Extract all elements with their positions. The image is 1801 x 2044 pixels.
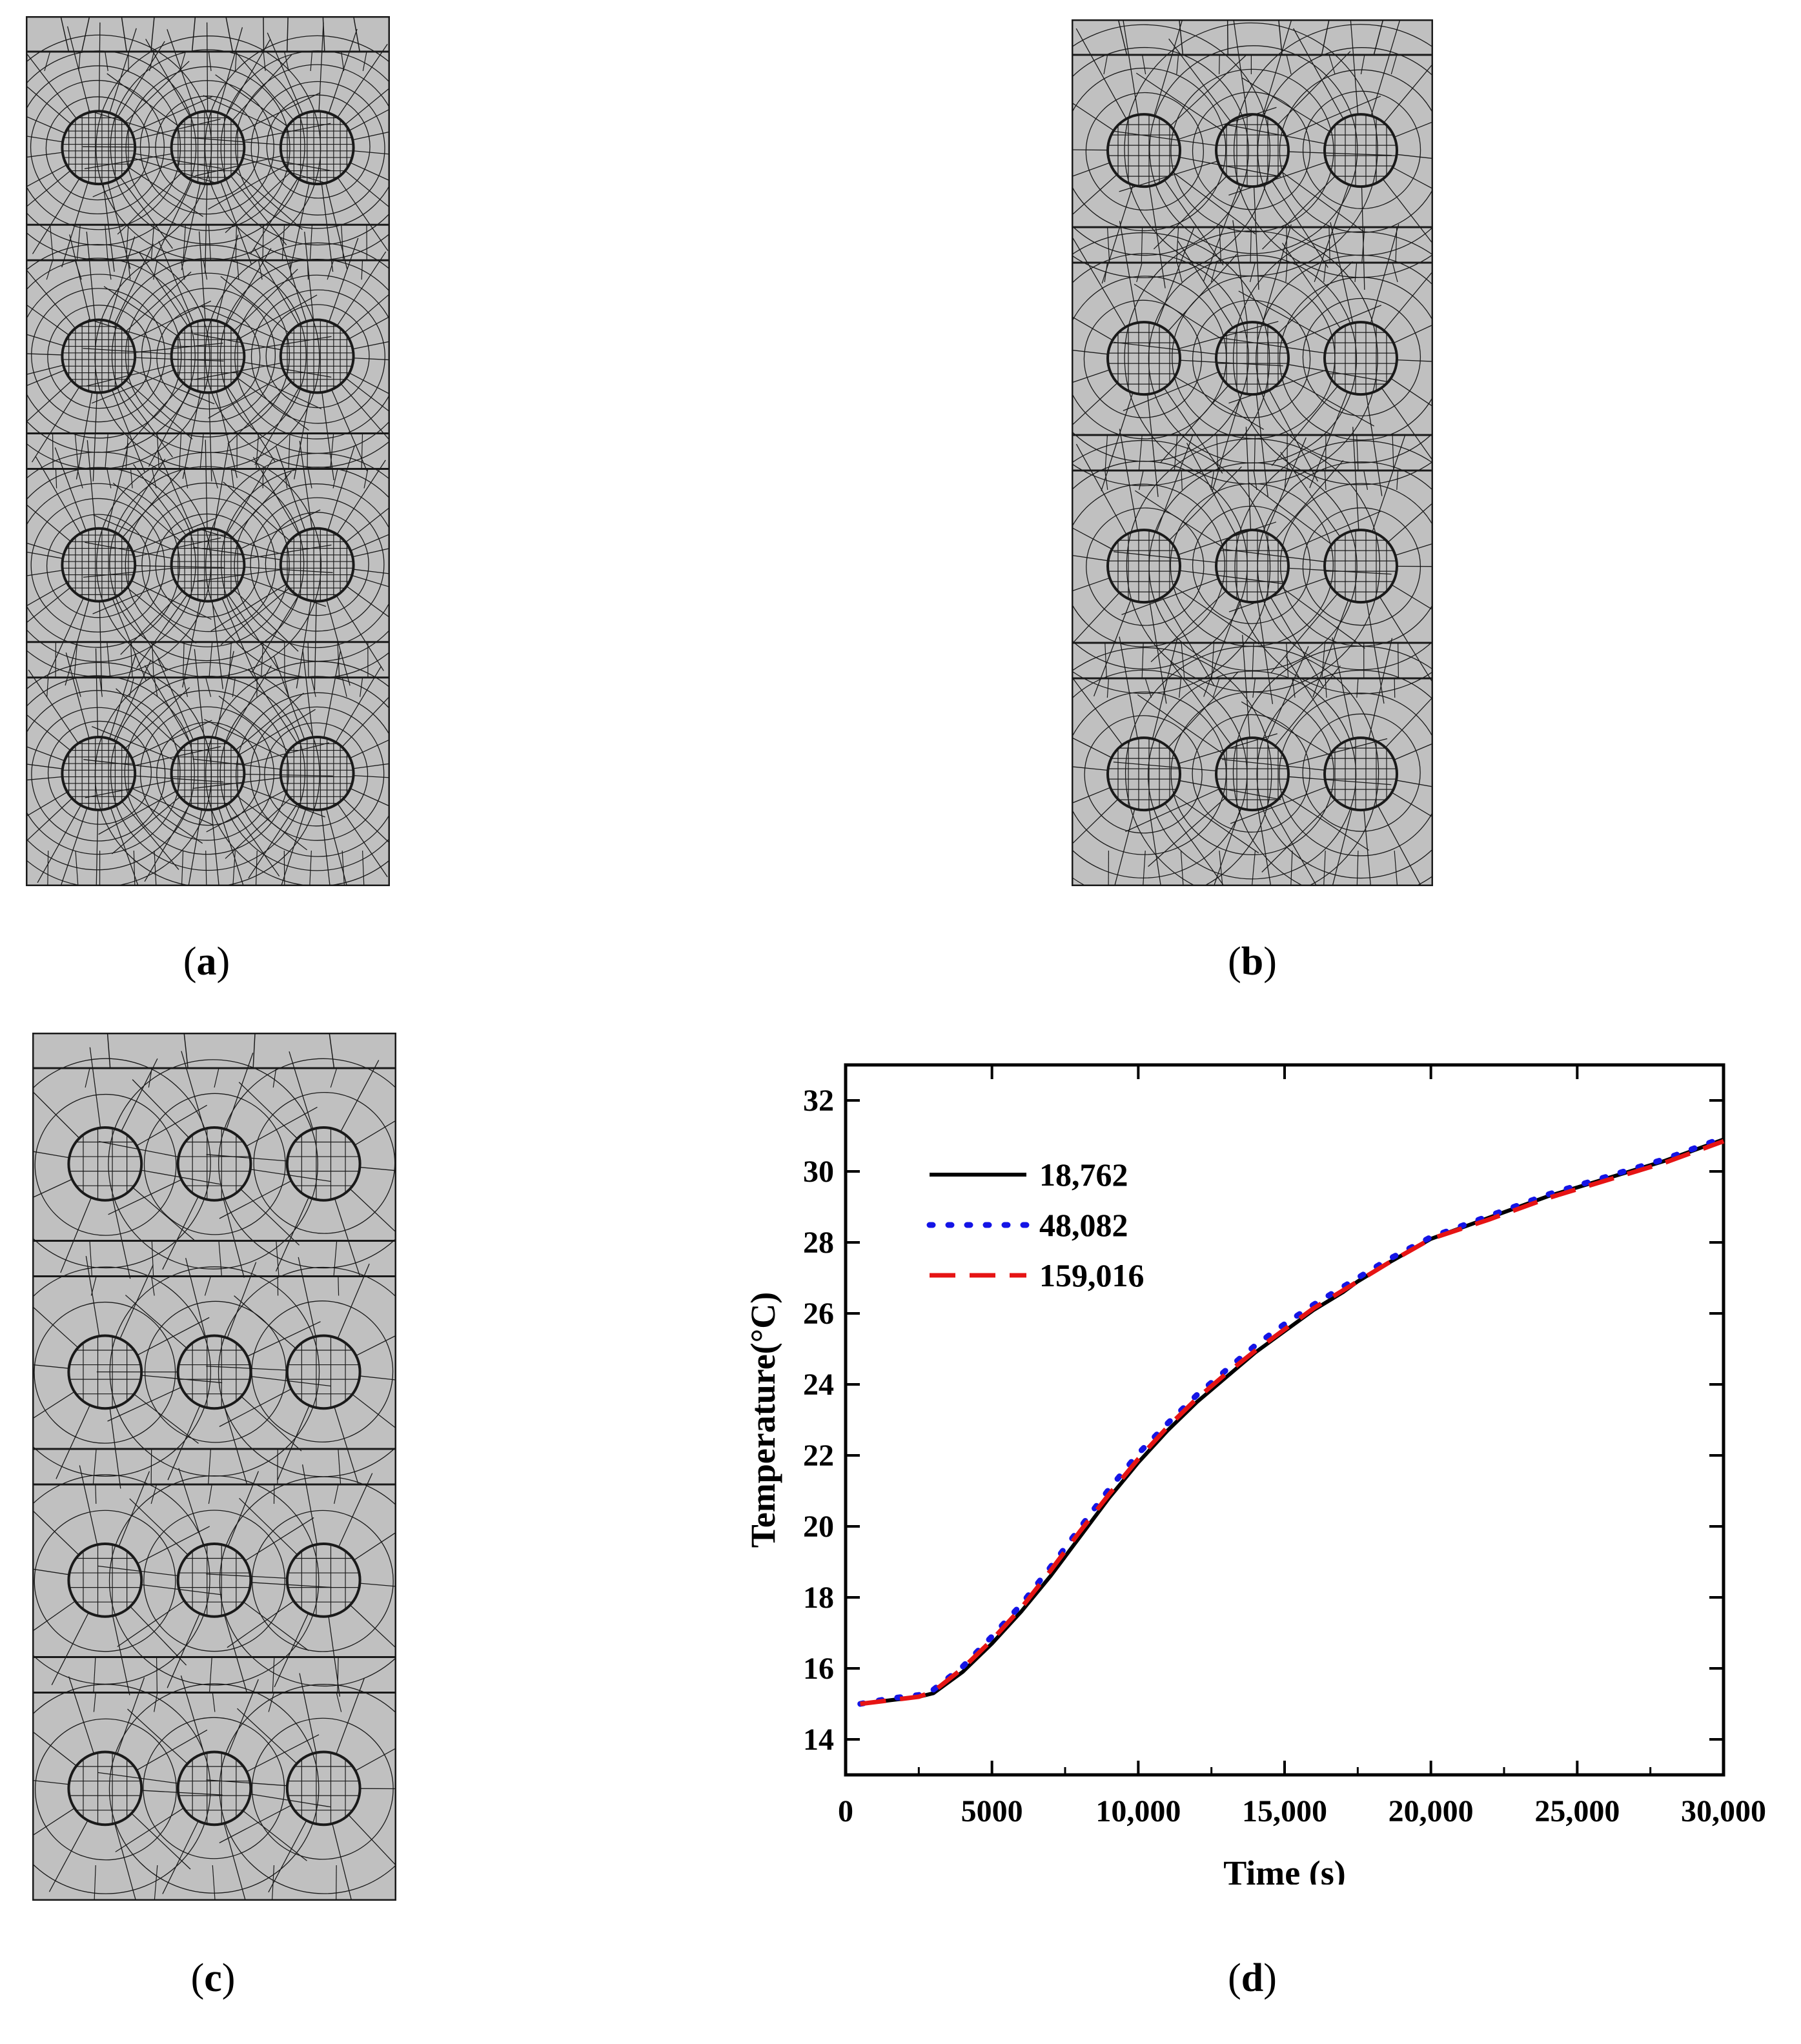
x-tick-label: 25,000	[1534, 1794, 1620, 1828]
y-tick-label: 30	[803, 1155, 834, 1189]
caption-a: (a)	[183, 940, 230, 984]
x-axis-label: Time (s)	[1223, 1854, 1345, 1885]
x-tick-label: 20,000	[1389, 1794, 1474, 1828]
temperature-chart: 0 5000 10,000 15,000 20,000 25,000 30,000 14 16 1…	[744, 1063, 1766, 1885]
x-tick-label: 30,000	[1681, 1794, 1766, 1828]
x-tick-label: 5000	[961, 1794, 1023, 1828]
y-tick-label: 18	[803, 1581, 834, 1615]
y-tick-label: 14	[803, 1723, 834, 1757]
x-tick-label: 10,000	[1095, 1794, 1181, 1828]
legend-label: 18,762	[1039, 1157, 1128, 1193]
mesh-boundary	[26, 16, 390, 886]
y-axis-label: Temperature(°C)	[744, 1292, 782, 1548]
y-tick-label: 24	[803, 1368, 834, 1402]
legend-label: 48,082	[1039, 1207, 1128, 1243]
plot-frame	[844, 1063, 1725, 1777]
caption-d: (d)	[1228, 1956, 1277, 2000]
legend-label: 159,016	[1039, 1257, 1145, 1293]
mesh-elements	[1072, 19, 1433, 886]
x-tick-label: 15,000	[1242, 1794, 1327, 1828]
x-tick-label: 0	[838, 1794, 853, 1828]
mesh-elements	[26, 16, 390, 886]
mesh-panel-b	[1072, 19, 1433, 886]
mesh-boundary	[1072, 19, 1433, 886]
y-tick-label: 20	[803, 1510, 834, 1544]
caption-c: (c)	[190, 1956, 236, 2000]
y-tick-label: 22	[803, 1439, 834, 1473]
y-tick-label: 16	[803, 1652, 834, 1686]
mesh-panel-a	[26, 16, 390, 886]
y-tick-label: 26	[803, 1297, 834, 1331]
mesh-elements	[32, 1033, 396, 1901]
y-tick-label: 28	[803, 1226, 834, 1260]
y-tick-label: 32	[803, 1084, 834, 1118]
caption-b: (b)	[1228, 940, 1277, 984]
series-line-dotted	[857, 1135, 1727, 1707]
series-line-dashed	[860, 1138, 1725, 1706]
mesh-panel-c	[32, 1033, 396, 1901]
mesh-boundary	[32, 1033, 396, 1901]
